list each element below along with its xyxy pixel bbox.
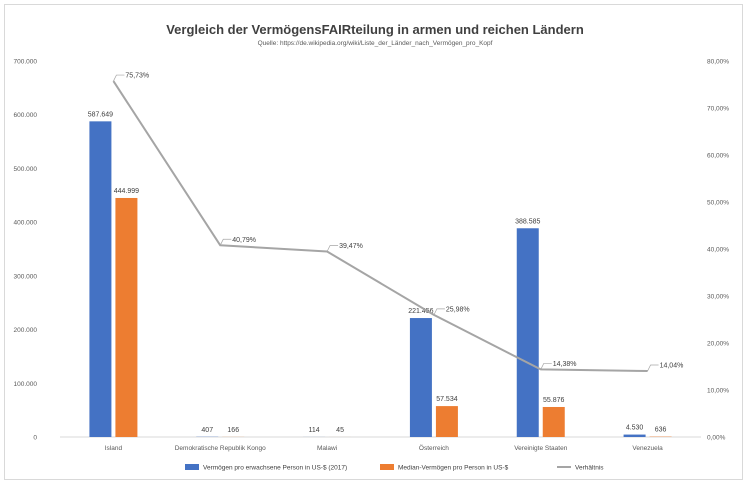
ratio-value-label: 40,79% [232, 237, 256, 244]
left-tick-label: 200.000 [14, 327, 38, 334]
legend-swatch [185, 464, 199, 470]
ratio-value-label: 25,98% [446, 306, 470, 313]
ratio-value-label: 39,47% [339, 243, 363, 250]
ratio-value-label: 14,38% [553, 361, 577, 368]
legend: Vermögen pro erwachsene Person in US-$ (… [185, 464, 604, 472]
category-label: Venezuela [632, 445, 663, 452]
left-tick-label: 500.000 [14, 166, 38, 173]
ratio-leader-line [647, 364, 659, 372]
ratio-leader-line [219, 238, 232, 246]
ratio-line [112, 80, 648, 373]
left-tick-label: 300.000 [14, 273, 38, 280]
category-label: Österreich [419, 444, 449, 452]
legend-swatch [380, 464, 394, 470]
right-tick-label: 30,00% [707, 294, 729, 301]
ratio-leader-line [326, 245, 339, 252]
ratio-leader-line [113, 74, 125, 82]
bar-value-label: 114 [308, 427, 319, 434]
category-axis: Island Demokratische Republik Kongo Malawi… [105, 444, 663, 452]
chart-svg: Vergleich der VermögensFAIRteilung in ar… [14, 22, 730, 472]
ratio-value-label: 75,73% [125, 73, 149, 80]
bar-wealth [516, 228, 539, 437]
bar-value-label: 388.585 [515, 218, 540, 225]
left-axis: 0 100.000 200.000 300.000 400.000 500.000 600.… [14, 59, 38, 442]
right-tick-label: 70,00% [707, 106, 729, 113]
ratio-line-layer: 75,73% 40,79% 39,47% 25,98% 14,38% 14,04% [112, 73, 684, 373]
bar-value-label: 407 [201, 427, 213, 434]
bar-wealth [89, 121, 112, 437]
bars-layer: 587.649 407 114 221.456 388.585 4.530 444.999 1… [88, 111, 672, 437]
right-tick-label: 80,00% [707, 59, 729, 66]
chart-title: Vergleich der VermögensFAIRteilung in ar… [166, 22, 584, 37]
category-label: Demokratische Republik Kongo [175, 445, 266, 452]
bar-median [542, 406, 565, 437]
ratio-value-label: 14,04% [660, 363, 684, 370]
left-tick-label: 100.000 [14, 381, 38, 388]
chart-frame: Vergleich der VermögensFAIRteilung in ar… [4, 4, 743, 480]
legend-label: Verhältnis [575, 465, 604, 472]
bar-value-label: 166 [227, 427, 239, 434]
legend-label: Median-Vermögen pro Person in US-$ [398, 465, 509, 472]
right-tick-label: 40,00% [707, 247, 729, 254]
right-tick-label: 60,00% [707, 153, 729, 160]
bar-value-label: 55.876 [543, 397, 565, 404]
ratio-leader-line [433, 308, 445, 316]
bar-value-label: 221.456 [408, 308, 433, 315]
category-label: Malawi [317, 445, 337, 452]
bar-value-label: 57.534 [436, 396, 458, 403]
legend-label: Vermögen pro erwachsene Person in US-$ (… [203, 465, 347, 472]
bar-median [115, 197, 138, 437]
right-tick-label: 10,00% [707, 388, 729, 395]
right-tick-label: 50,00% [707, 200, 729, 207]
bar-wealth [409, 318, 432, 437]
bar-value-label: 636 [655, 427, 667, 434]
bar-value-label: 444.999 [114, 188, 139, 195]
left-tick-label: 0 [33, 435, 37, 442]
right-tick-label: 0,00% [707, 435, 726, 442]
chart-subtitle: Quelle: https://de.wikipedia.org/wiki/Li… [258, 40, 493, 47]
ratio-leader-line [540, 363, 552, 370]
right-tick-label: 20,00% [707, 341, 729, 348]
left-tick-label: 700.000 [14, 59, 38, 66]
bar-wealth [623, 434, 646, 437]
bar-median [435, 406, 458, 437]
bar-value-label: 4.530 [626, 425, 644, 432]
bar-value-label: 45 [336, 427, 344, 434]
bar-value-label: 587.649 [88, 111, 113, 118]
category-label: Vereinigte Staaten [514, 445, 568, 452]
left-tick-label: 600.000 [14, 112, 38, 119]
left-tick-label: 400.000 [14, 220, 38, 227]
category-label: Island [105, 445, 123, 452]
right-axis: 0,00% 10,00% 20,00% 30,00% 40,00% 50,00% 60,00… [707, 59, 729, 442]
